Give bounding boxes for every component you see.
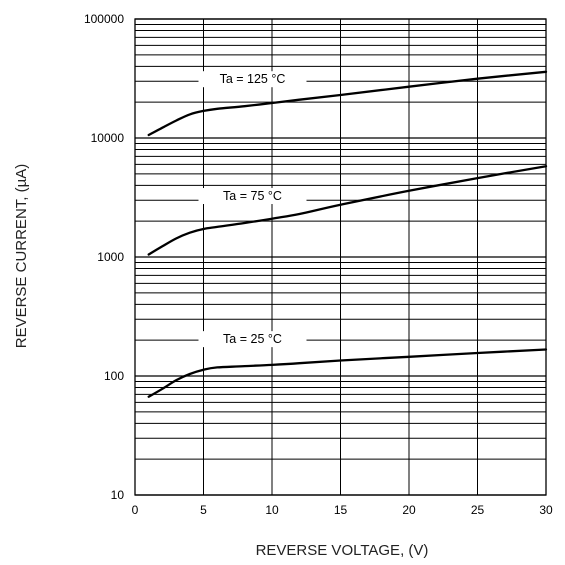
y-tick-label: 10: [111, 488, 125, 502]
y-tick-labels: 10 100 1000 10000 100000: [84, 12, 124, 502]
y-tick-label: 100: [104, 369, 124, 383]
series-0-label-bg: [198, 71, 307, 88]
x-tick-label: 25: [471, 503, 485, 517]
series-2-line: [147, 348, 548, 398]
series-0-label: Ta = 125 °C: [220, 72, 286, 86]
y-tick-label: 100000: [84, 12, 124, 26]
curves: Ta = 125 °C Ta = 75 °C Ta = 25 °C: [147, 70, 548, 398]
y-tick-label: 1000: [97, 250, 124, 264]
x-tick-label: 15: [334, 503, 348, 517]
series-1-label: Ta = 75 °C: [223, 189, 282, 203]
series-1-line: [147, 165, 548, 256]
series-2-label: Ta = 25 °C: [223, 332, 282, 346]
plot-frame: [134, 18, 547, 496]
series-1-label-bg: [198, 188, 307, 205]
series-0-line: [147, 70, 548, 137]
x-tick-label: 0: [132, 503, 139, 517]
x-tick-label: 30: [539, 503, 553, 517]
y-axis-label: REVERSE CURRENT, (µA): [13, 164, 30, 349]
x-tick-label: 5: [200, 503, 207, 517]
x-tick-labels: 0 5 10 15 20 25 30: [132, 503, 553, 517]
x-axis-label: REVERSE VOLTAGE, (V): [256, 542, 429, 559]
y-tick-label: 10000: [91, 131, 125, 145]
x-tick-label: 20: [402, 503, 416, 517]
series-2-label-bg: [198, 331, 307, 348]
x-tick-label: 10: [265, 503, 279, 517]
grid: [134, 18, 547, 496]
